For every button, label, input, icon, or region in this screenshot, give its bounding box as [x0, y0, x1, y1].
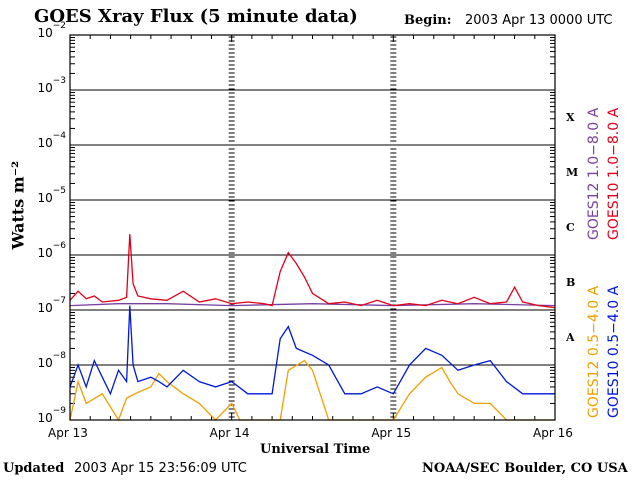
- y-tick-base: 10: [37, 246, 53, 260]
- updated-value: 2003 Apr 15 23:56:09 UTC: [74, 461, 247, 476]
- y-tick-label: 10−4: [26, 131, 66, 150]
- y-tick-label: 10−6: [26, 241, 66, 260]
- x-tick-label: Apr 14: [209, 426, 250, 440]
- y-tick-base: 10: [37, 81, 53, 95]
- credit: NOAA/SEC Boulder, CO USA: [422, 461, 628, 476]
- series-line-2: [69, 359, 555, 422]
- flare-class-label: A: [566, 330, 575, 344]
- y-tick-base: 10: [37, 136, 53, 150]
- y-tick-exponent: −7: [52, 296, 66, 306]
- y-tick-base: 10: [37, 356, 53, 370]
- y-tick-exponent: −8: [52, 351, 66, 361]
- series-layer: [69, 234, 556, 422]
- y-tick-exponent: −3: [52, 76, 66, 86]
- y-tick-label: 10−2: [26, 21, 66, 40]
- y-tick-base: 10: [37, 301, 53, 315]
- x-tick-label: Apr 16: [533, 426, 573, 440]
- legend-entry: GOES12 0.5−4.0 A: [586, 285, 602, 418]
- x-tick-label: Apr 15: [371, 426, 412, 440]
- y-tick-exponent: −5: [52, 186, 66, 196]
- grid-layer: [69, 35, 556, 420]
- y-tick-exponent: −2: [52, 21, 66, 31]
- y-tick-exponent: −9: [52, 406, 66, 416]
- y-tick-exponent: −6: [52, 241, 66, 251]
- flare-class-label: X: [566, 110, 575, 124]
- y-tick-exponent: −4: [52, 131, 66, 141]
- begin-label: Begin:: [404, 13, 452, 28]
- begin-value: 2003 Apr 13 0000 UTC: [465, 13, 613, 28]
- flare-class-label: B: [566, 275, 576, 289]
- chart-title: GOES Xray Flux (5 minute data): [34, 6, 358, 27]
- flare-class-label: M: [566, 165, 579, 179]
- y-tick-label: 10−7: [26, 296, 66, 315]
- series-line-3: [69, 305, 555, 396]
- y-tick-label: 10−5: [26, 186, 66, 205]
- updated-label: Updated: [3, 461, 65, 476]
- flare-class-label: C: [566, 220, 575, 234]
- legend-entry: GOES12 1.0−8.0 A: [586, 107, 602, 240]
- x-tick-label: Apr 13: [48, 426, 88, 440]
- series-line-0: [69, 303, 556, 307]
- x-axis-label: Universal Time: [260, 442, 371, 457]
- legend-entry: GOES10 1.0−8.0 A: [606, 107, 622, 240]
- y-tick-base: 10: [37, 26, 53, 40]
- y-tick-base: 10: [37, 191, 53, 205]
- y-tick-label: 10−9: [26, 406, 66, 425]
- y-tick-label: 10−8: [26, 351, 66, 370]
- plot-frame: [69, 34, 556, 421]
- y-tick-base: 10: [37, 411, 53, 425]
- y-tick-label: 10−3: [26, 76, 66, 95]
- legend-entry: GOES10 0.5−4.0 A: [606, 285, 622, 418]
- series-line-1: [69, 234, 556, 309]
